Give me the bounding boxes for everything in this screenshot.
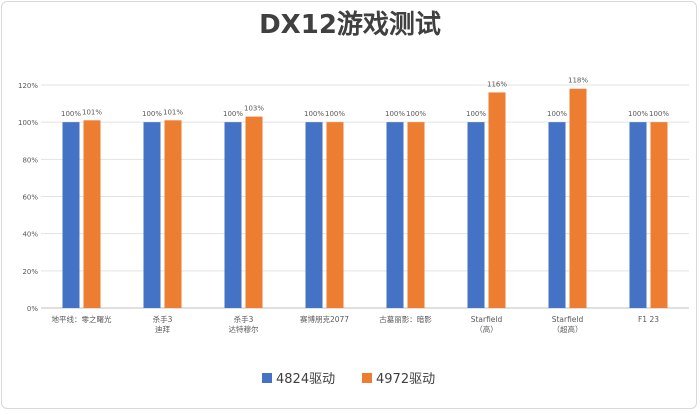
bar-4824 [548, 122, 566, 309]
x-tick-label: 古墓丽影：暗影 [379, 314, 432, 324]
x-tick-label: 达特穆尔 [229, 324, 259, 334]
bar-4824 [467, 122, 485, 309]
x-tick-label: （超高） [553, 324, 583, 334]
data-label: 101% [163, 108, 183, 116]
bar-4972 [650, 122, 668, 309]
x-tick-label: 赛博朋克2077 [300, 314, 349, 324]
bar-4824 [224, 122, 242, 309]
y-tick-label: 40% [22, 231, 38, 239]
bar-4972 [164, 120, 182, 308]
y-tick-label: 100% [18, 119, 38, 127]
y-tick-label: 60% [22, 194, 38, 202]
data-label: 100% [142, 110, 162, 118]
data-label: 103% [244, 105, 264, 113]
x-tick-label: F1 23 [638, 315, 659, 324]
y-tick-label: 0% [27, 305, 38, 313]
x-tick-label: 地平线：零之曙光 [52, 314, 112, 324]
bar-4972 [83, 120, 101, 308]
bar-4972 [326, 122, 344, 309]
x-tick-label: （高） [475, 324, 498, 334]
data-label: 100% [61, 110, 81, 118]
bar-4824 [305, 122, 323, 309]
x-tick-label: 杀手3 [153, 314, 173, 324]
data-label: 100% [628, 110, 648, 118]
bar-4972 [488, 92, 506, 308]
chart-title: DX12游戏测试 [259, 10, 441, 40]
y-tick-label: 120% [18, 82, 38, 90]
x-tick-label: Starfield [552, 315, 584, 324]
data-label: 100% [223, 110, 243, 118]
legend-label: 4972驱动 [376, 372, 435, 387]
bar-4972 [569, 88, 587, 308]
y-tick-label: 80% [22, 156, 38, 164]
data-label: 100% [325, 110, 345, 118]
data-label: 116% [487, 80, 507, 88]
y-tick-label: 20% [22, 268, 38, 276]
bar-4824 [62, 122, 80, 309]
x-tick-label: Starfield [471, 315, 503, 324]
bar-4824 [143, 122, 161, 309]
x-tick-label: 迪拜 [155, 324, 170, 334]
data-label: 100% [385, 110, 405, 118]
legend-label: 4824驱动 [276, 372, 335, 387]
data-label: 101% [82, 108, 102, 116]
legend-swatch [262, 373, 272, 383]
data-label: 100% [547, 110, 567, 118]
data-label: 100% [304, 110, 324, 118]
data-label: 100% [406, 110, 426, 118]
bar-4824 [386, 122, 404, 309]
x-tick-label: 杀手3 [234, 314, 254, 324]
bar-4972 [245, 116, 263, 308]
bar-4824 [629, 122, 647, 309]
legend-swatch [362, 373, 372, 383]
data-label: 100% [649, 110, 669, 118]
data-label: 118% [568, 77, 588, 85]
bar-4972 [407, 122, 425, 309]
data-label: 100% [466, 110, 486, 118]
